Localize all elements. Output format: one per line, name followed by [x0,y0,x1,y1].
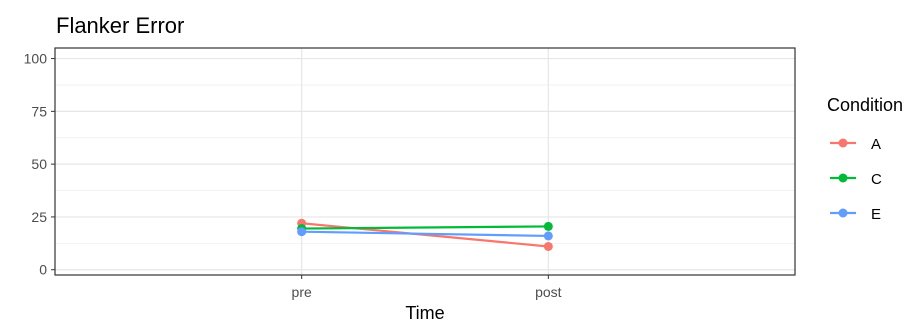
series-line-E [301,230,549,238]
x-axis: pre post [292,275,562,300]
legend-key-point [838,208,848,218]
legend-key-point [838,173,848,183]
legend-key-point [838,138,848,148]
major-grid [55,48,795,275]
x-axis-label: Time [405,303,444,323]
series-line-C [301,225,549,230]
y-tick-label: 75 [31,103,47,119]
legend-label: E [871,206,881,223]
y-tick-label: 0 [39,262,47,278]
legend: A C E [830,136,882,223]
plot-panel [55,48,795,275]
y-tick-label: 100 [24,51,48,67]
legend-label: C [871,171,882,188]
plot-border [54,47,796,276]
data-point-A [543,241,553,251]
data-point-E [297,227,307,237]
chart-title: Flanker Error [56,13,184,38]
data-point-C [543,221,553,231]
series-layer [297,218,553,251]
y-tick-label: 50 [31,156,47,172]
x-tick-label: post [535,284,562,300]
x-tick-label: pre [292,284,312,300]
y-tick-label: 25 [31,209,47,225]
minor-grid [55,84,795,244]
data-point-E [543,231,553,241]
legend-title: Condition [827,95,903,115]
y-axis: 0 25 50 75 100 [24,51,55,278]
legend-label: A [871,136,881,153]
